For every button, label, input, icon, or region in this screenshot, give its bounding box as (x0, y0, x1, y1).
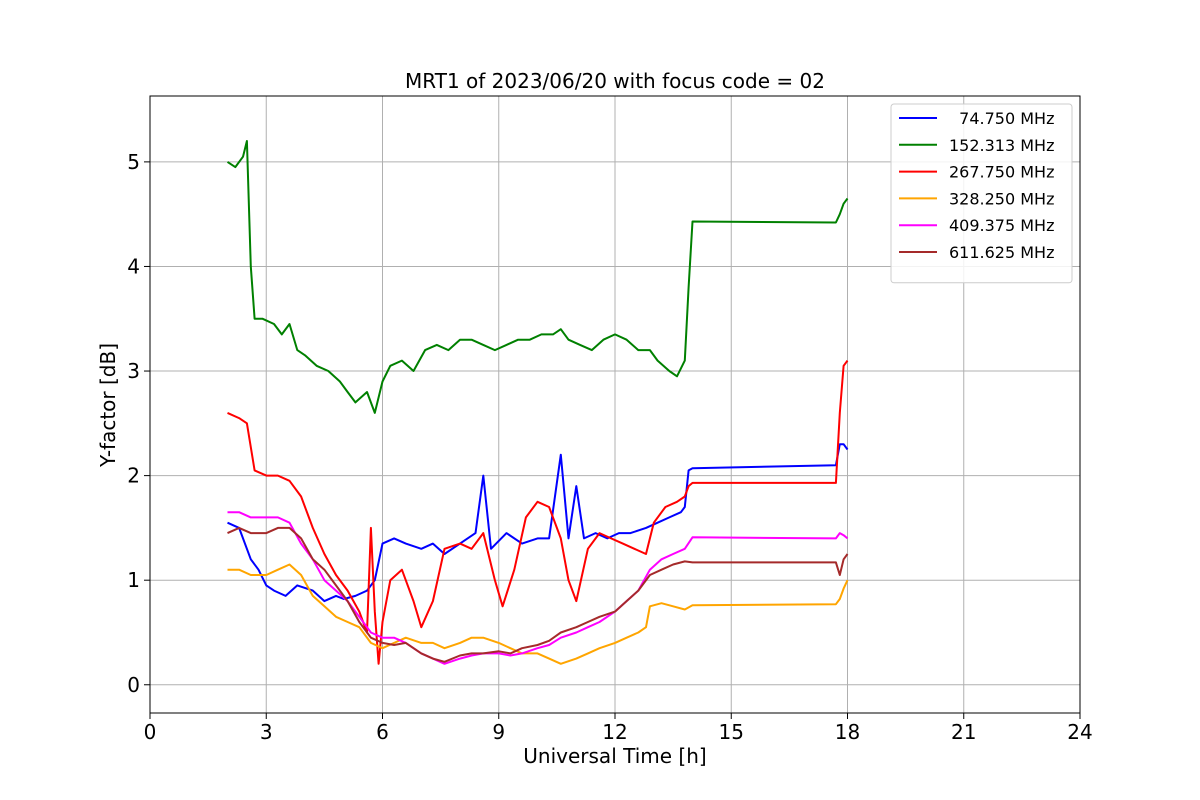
legend-label-152-313: 152.313 MHz (949, 136, 1054, 155)
x-tick-label: 18 (835, 720, 860, 744)
x-tick-label: 0 (144, 720, 157, 744)
y-tick-label: 3 (127, 359, 140, 383)
y-tick-label: 4 (127, 254, 140, 278)
x-tick-label: 21 (951, 720, 976, 744)
y-tick-label: 1 (127, 568, 140, 592)
series-line-611-625 (227, 526, 849, 663)
series-lines (226, 140, 849, 665)
y-axis-label: Y-factor [dB] (96, 343, 120, 468)
legend-box (890, 103, 1073, 284)
legend-label-409-375: 409.375 MHz (949, 216, 1054, 235)
x-tick-label: 3 (260, 720, 273, 744)
chart-title: MRT1 of 2023/06/20 with focus code = 02 (405, 69, 825, 93)
x-tick-label: 9 (492, 720, 505, 744)
y-tick-label: 0 (127, 673, 140, 697)
series-line-328-250 (227, 563, 849, 665)
legend: 74.750 MHz 152.313 MHz 267.750 MHz 328.250 … (890, 103, 1073, 284)
x-tick-label: 15 (719, 720, 744, 744)
x-tick-label: 6 (376, 720, 389, 744)
series-line-267-750 (227, 360, 849, 665)
series-line-152-313 (226, 140, 849, 414)
x-tick-label: 12 (602, 720, 627, 744)
legend-label-611-625: 611.625 MHz (949, 243, 1054, 262)
y-tick-label: 2 (127, 464, 140, 488)
legend-label-74-750: 74.750 MHz (949, 109, 1054, 128)
x-tick-label: 24 (1067, 720, 1092, 744)
x-axis-label: Universal Time [h] (523, 744, 706, 768)
legend-label-328-250: 328.250 MHz (949, 189, 1054, 208)
legend-label-267-750: 267.750 MHz (949, 163, 1054, 182)
y-tick-label: 5 (127, 150, 140, 174)
